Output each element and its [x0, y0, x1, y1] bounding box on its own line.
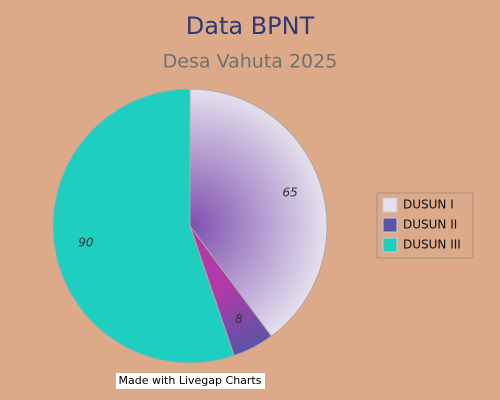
legend-box [376, 192, 474, 259]
legend-label: DUSUN III [403, 238, 461, 252]
data-label: 90 [78, 236, 94, 250]
pie-slice [189, 88, 328, 337]
chart-title: Data BPNT [186, 12, 315, 40]
legend-swatch [382, 217, 398, 233]
legend-label: DUSUN II [403, 218, 457, 232]
watermark: Made with Livegap Charts [119, 374, 262, 387]
chart-subtitle: Desa Vahuta 2025 [163, 51, 338, 73]
data-label: 8 [235, 312, 243, 326]
legend-swatch [382, 197, 398, 213]
pie-slice [52, 88, 235, 364]
legend-swatch [382, 237, 398, 253]
legend-label: DUSUN I [403, 198, 454, 212]
data-label: 65 [283, 186, 298, 200]
watermark-bg [116, 373, 265, 389]
